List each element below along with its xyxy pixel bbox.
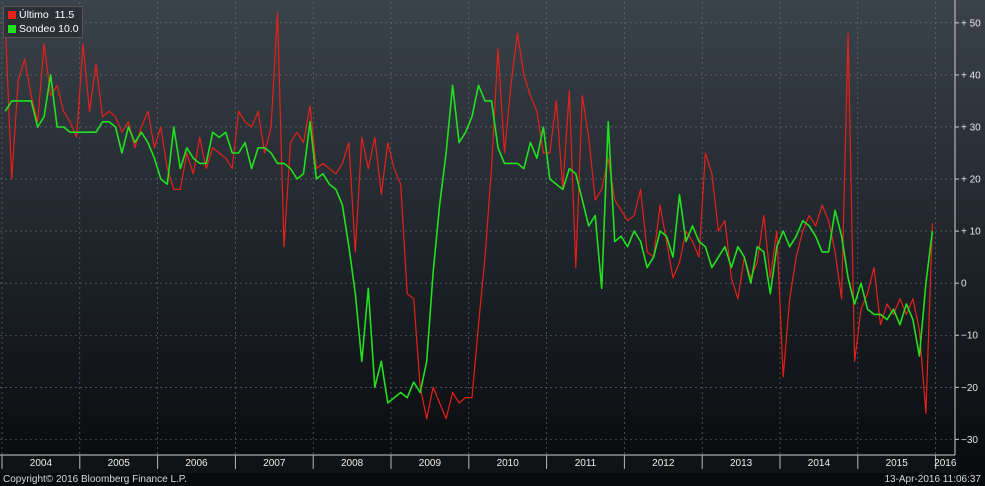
x-tick-label: 2006 — [185, 458, 208, 469]
y-tick-label: + 30 — [961, 122, 981, 133]
legend-label-sondeo: Sondeo — [19, 23, 56, 35]
series-line-sondeo — [4, 74, 934, 404]
grid — [0, 2, 955, 455]
y-tick-label: −20 — [961, 383, 978, 394]
y-tick-label: + 40 — [961, 70, 981, 81]
x-axis-band — [0, 455, 955, 473]
x-tick-label: 2009 — [419, 458, 442, 469]
legend-item-sondeo: Sondeo 10.0 — [8, 23, 79, 35]
x-tick-label: 2010 — [497, 458, 520, 469]
x-tick-label: 2004 — [30, 458, 53, 469]
x-tick-label: 2013 — [730, 458, 753, 469]
legend-value-ultimo: 11.5 — [54, 9, 75, 21]
series-line-ultimo — [4, 11, 933, 420]
x-tick-label: 2012 — [652, 458, 675, 469]
x-tick-label: 2005 — [108, 458, 131, 469]
y-tick-label: 0 — [961, 279, 967, 290]
y-tick-label: −10 — [961, 331, 978, 342]
legend-label-ultimo: Último — [19, 9, 49, 21]
y-tick-label: + 10 — [961, 227, 981, 238]
timestamp-text: 13-Apr-2016 11:06:37 — [884, 474, 981, 485]
x-tick-label: 2011 — [575, 458, 597, 469]
copyright-text: Copyright© 2016 Bloomberg Finance L.P. — [3, 474, 187, 485]
y-tick-label: −30 — [961, 435, 978, 446]
legend: Último 11.5 Sondeo 10.0 — [3, 6, 83, 38]
legend-swatch-sondeo — [8, 25, 16, 33]
legend-item-ultimo: Último 11.5 — [8, 9, 74, 21]
y-axis: + 50 + 40 + 30 + 20 + 10 0 −10 −20 −30 — [954, 0, 981, 455]
x-tick-label: 2015 — [886, 458, 909, 469]
x-tick-label: 2016 — [934, 458, 957, 469]
x-tick-label: 2008 — [341, 458, 364, 469]
y-tick-label: + 20 — [961, 175, 981, 186]
x-tick-label: 2014 — [808, 458, 831, 469]
legend-value-sondeo: 10.0 — [58, 23, 79, 35]
x-tick-label: 2007 — [263, 458, 286, 469]
series-group — [4, 11, 934, 420]
legend-swatch-ultimo — [8, 11, 16, 19]
x-axis: 2004 2005 2006 2007 2008 2009 2010 2011 2012 2013… — [0, 454, 957, 473]
y-tick-label: + 50 — [961, 18, 981, 29]
